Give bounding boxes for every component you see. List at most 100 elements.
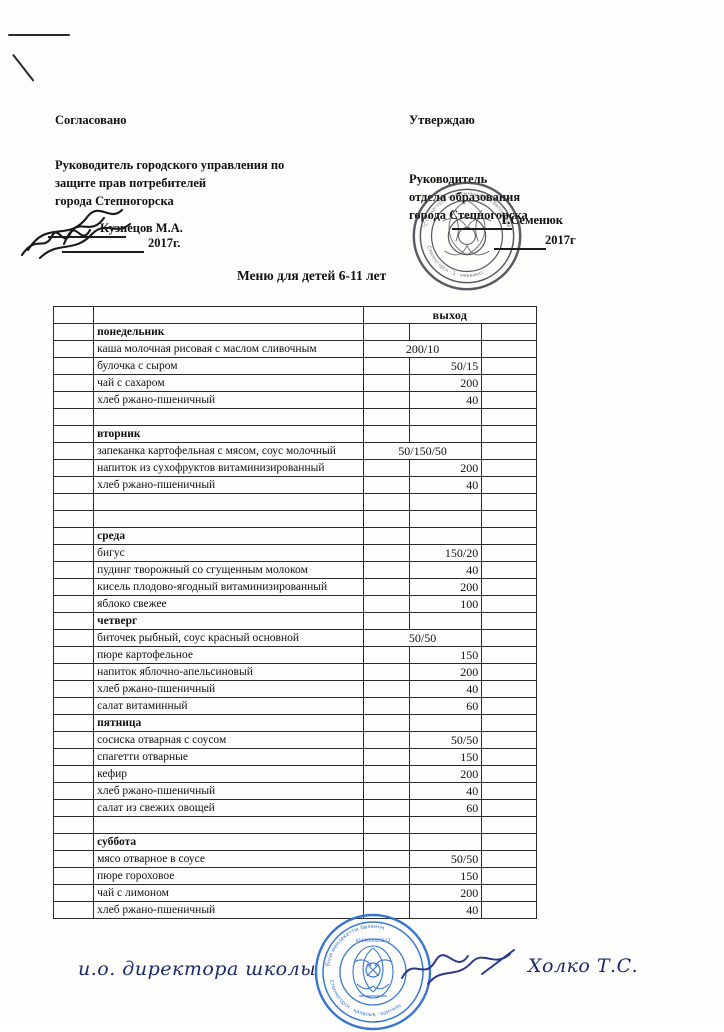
- table-row: пюре картофельное 150: [52, 646, 537, 664]
- table-row: понедельник: [52, 323, 537, 341]
- trailing-cell: [481, 629, 537, 647]
- row-index-cell: [52, 374, 95, 392]
- spacer-cell: [362, 323, 411, 341]
- trailing-cell: [481, 561, 537, 579]
- spacer-cell: [362, 391, 411, 409]
- date-rule-left: [62, 251, 144, 253]
- row-index-cell: [52, 442, 95, 460]
- spacer-cell: [362, 459, 411, 477]
- approval-right-signatory: Т.Семенюк: [500, 213, 563, 227]
- spacer-cell: [362, 850, 411, 868]
- row-index-cell: [52, 714, 95, 732]
- dish-name-cell: [93, 510, 364, 528]
- spacer-cell: [362, 646, 411, 664]
- menu-table-body: выход понедельник каша молочная рисовая с …: [52, 306, 538, 919]
- dish-name-cell: сосиска отварная с соусом: [93, 731, 364, 749]
- column-header-name: [93, 306, 364, 324]
- stray-line-mark: [8, 34, 70, 36]
- spacer-cell: [362, 561, 411, 579]
- row-index-cell: [52, 527, 95, 545]
- row-index-cell: [52, 629, 95, 647]
- row-index-cell: [52, 833, 95, 851]
- table-row: хлеб ржано-пшеничный 40: [52, 476, 537, 494]
- row-index-cell: [52, 782, 95, 800]
- dish-name-cell: кисель плодово-ягодный витаминизированны…: [93, 578, 364, 596]
- approval-block-right: Утверждаю Руководитель отдела образовани…: [409, 112, 659, 224]
- dish-value-cell: 200: [408, 459, 483, 477]
- day-name-cell: среда: [93, 527, 364, 545]
- row-index-cell: [52, 459, 95, 477]
- dish-value-cell: 50/150/50: [362, 442, 483, 460]
- dish-name-cell: биточек рыбный, соус красный основной: [93, 629, 364, 647]
- row-index-cell: [52, 357, 95, 375]
- row-index-cell: [52, 680, 95, 698]
- approval-left-line2: защите прав потребителей: [55, 175, 207, 190]
- table-row: каша молочная рисовая с маслом сливочным…: [52, 340, 537, 358]
- stray-diagonal-mark: [12, 53, 35, 82]
- table-row: пятница: [52, 714, 537, 732]
- row-index-cell: [52, 510, 95, 528]
- spacer-cell: [362, 612, 411, 630]
- dish-value-cell: [408, 833, 483, 851]
- row-index-cell: [52, 306, 95, 324]
- table-row: среда: [52, 527, 537, 545]
- dish-value-cell: 50/50: [408, 731, 483, 749]
- day-name-cell: понедельник: [93, 323, 364, 341]
- dish-value-cell: 200/10: [362, 340, 483, 358]
- trailing-cell: [481, 357, 537, 375]
- page-title: Меню для детей 6-11 лет: [237, 268, 387, 283]
- dish-name-cell: чай с сахаром: [93, 374, 364, 392]
- spacer-cell: [362, 425, 411, 443]
- row-index-cell: [52, 425, 95, 443]
- approval-left-line3: города Степногорска: [55, 194, 174, 208]
- table-row: мясо отварное в соусе 50/50: [52, 850, 537, 868]
- approval-right-line1: Руководитель: [409, 171, 488, 186]
- dish-name-cell: пюре гороховое: [93, 867, 364, 885]
- dish-value-cell: [408, 816, 483, 834]
- dish-value-cell: 40: [408, 680, 483, 698]
- dish-name-cell: хлеб ржано-пшеничный: [93, 476, 364, 494]
- table-row: напиток из сухофруктов витаминизированны…: [52, 459, 537, 477]
- dish-value-cell: [408, 323, 483, 341]
- dish-name-cell: [93, 408, 364, 426]
- approval-block-left: Согласовано Руководитель городского упра…: [55, 112, 385, 210]
- row-index-cell: [52, 391, 95, 409]
- day-name-cell: четверг: [93, 612, 364, 630]
- dish-value-cell: 150: [408, 646, 483, 664]
- dish-value-cell: 150: [408, 867, 483, 885]
- approval-left-heading: Согласовано: [55, 113, 127, 127]
- trailing-cell: [481, 765, 537, 783]
- table-row: пудинг творожный со сгущенным молоком 40: [52, 561, 537, 579]
- spacer-cell: [362, 680, 411, 698]
- table-row: биточек рыбный, соус красный основной 50/…: [52, 629, 537, 647]
- table-row: хлеб ржано-пшеничный 40: [52, 680, 537, 698]
- row-index-cell: [52, 799, 95, 817]
- trailing-cell: [481, 493, 537, 511]
- dish-value-cell: 40: [408, 561, 483, 579]
- round-official-stamp-bottom: білім мемлекеттік бөлімнің Степногорск ·…: [314, 913, 432, 1031]
- dish-name-cell: каша молочная рисовая с маслом сливочным: [93, 340, 364, 358]
- svg-text:Степногорск · қалалық · контін: Степногорск · қалалық · контінің: [328, 979, 403, 1018]
- trailing-cell: [481, 697, 537, 715]
- dish-name-cell: чай с лимоном: [93, 884, 364, 902]
- spacer-cell: [362, 748, 411, 766]
- table-row: бигус 150/20: [52, 544, 537, 562]
- dish-value-cell: 150: [408, 748, 483, 766]
- trailing-cell: [481, 578, 537, 596]
- dish-name-cell: спагетти отварные: [93, 748, 364, 766]
- spacer-cell: [362, 714, 411, 732]
- table-row: кефир 200: [52, 765, 537, 783]
- table-row: яблоко свежее 100: [52, 595, 537, 613]
- row-index-cell: [52, 476, 95, 494]
- dish-name-cell: напиток яблочно-апельсиновый: [93, 663, 364, 681]
- trailing-cell: [481, 476, 537, 494]
- row-index-cell: [52, 663, 95, 681]
- table-row: [52, 408, 537, 426]
- day-name-cell: пятница: [93, 714, 364, 732]
- signature-rule-right: [452, 228, 512, 230]
- svg-text:Степногорск · 1 · мекемесі: Степногорск · 1 · мекемесі: [425, 245, 484, 279]
- dish-name-cell: кефир: [93, 765, 364, 783]
- row-index-cell: [52, 731, 95, 749]
- footer-role-handwritten: и.о. директора школы: [78, 958, 317, 980]
